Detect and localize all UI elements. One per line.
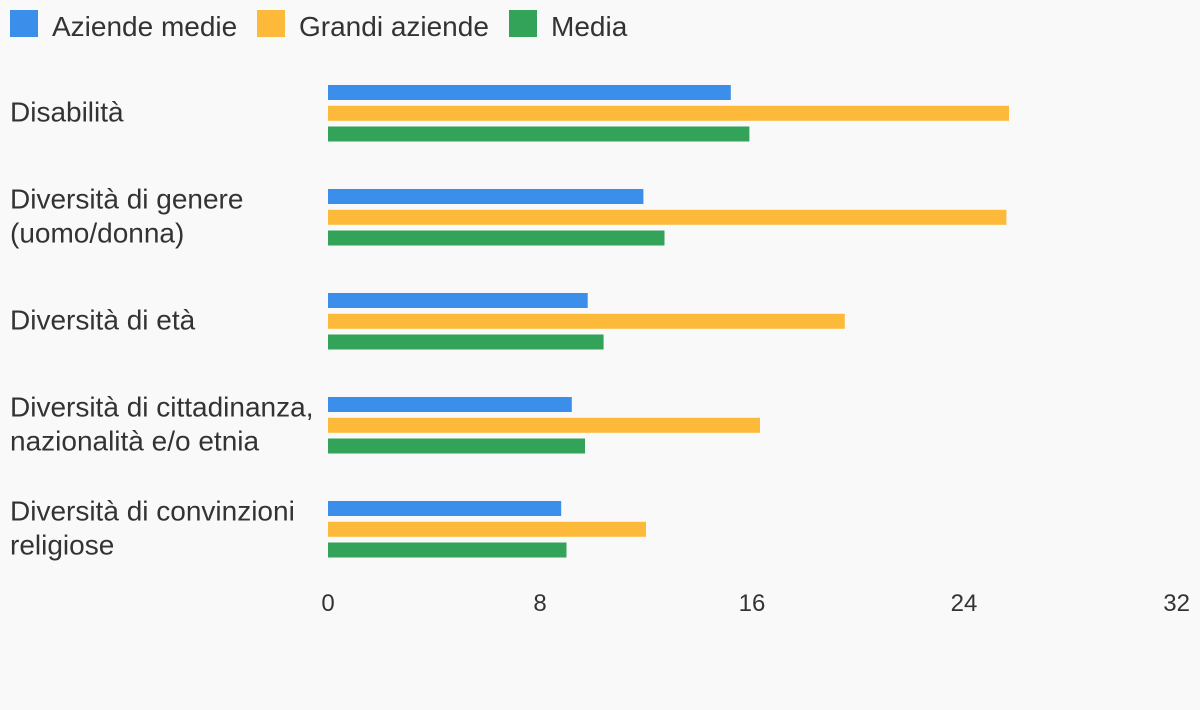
bar-aziende-medie (328, 85, 731, 100)
category-label: Diversità di convinzioni (10, 495, 295, 526)
bar-grandi-aziende (328, 105, 1009, 121)
legend-label-media: Media (551, 11, 628, 42)
bar-grandi-aziende (328, 417, 760, 433)
category-label: religiose (10, 529, 114, 560)
x-tick-label: 0 (321, 590, 334, 617)
legend-swatch-grandi-aziende (257, 10, 285, 37)
bar-aziende-medie (328, 397, 572, 412)
bar-aziende-medie (328, 189, 644, 204)
x-tick-label: 16 (739, 590, 766, 617)
bar-aziende-medie (328, 501, 562, 516)
legend-label-aziende-medie: Aziende medie (52, 11, 237, 42)
category-label: (uomo/donna) (10, 217, 184, 248)
legend-label-grandi-aziende: Grandi aziende (299, 11, 489, 42)
legend: Aziende medie Grandi aziende Media (10, 10, 628, 42)
category-label: nazionalità e/o etnia (10, 425, 260, 456)
bar-grandi-aziende (328, 313, 845, 329)
bar-aziende-medie (328, 293, 588, 308)
bar-media (328, 230, 665, 246)
bar-media (328, 126, 750, 142)
category-labels: Disabilità Diversità di genere(uomo/donna… (10, 96, 313, 560)
bar-grandi-aziende (328, 209, 1007, 225)
category-label: Diversità di età (10, 304, 196, 335)
bar-grandi-aziende (328, 521, 646, 537)
legend-swatch-media (509, 10, 537, 37)
bar-media (328, 438, 585, 454)
bar-media (328, 334, 604, 350)
bars (328, 85, 1009, 558)
x-tick-label: 24 (951, 590, 978, 617)
category-label: Disabilità (10, 96, 124, 127)
category-label: Diversità di cittadinanza, (10, 391, 313, 422)
category-label: Diversità di genere (10, 183, 243, 214)
x-tick-label: 8 (533, 590, 546, 617)
bar-media (328, 542, 567, 558)
x-axis: 0 8 16 24 32 (321, 590, 1190, 617)
legend-swatch-aziende-medie (10, 10, 38, 37)
x-tick-label: 32 (1163, 590, 1190, 617)
